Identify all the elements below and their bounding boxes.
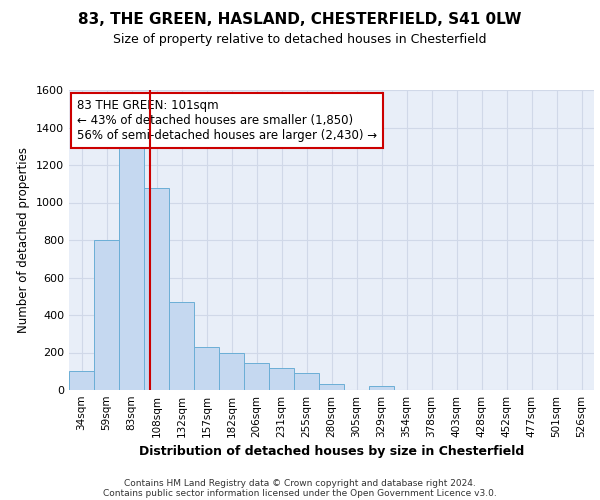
Bar	[244, 363, 269, 390]
Bar	[94, 240, 119, 390]
Text: Contains public sector information licensed under the Open Government Licence v3: Contains public sector information licen…	[103, 488, 497, 498]
Bar	[369, 386, 394, 390]
X-axis label: Distribution of detached houses by size in Chesterfield: Distribution of detached houses by size …	[139, 446, 524, 458]
Text: 83 THE GREEN: 101sqm
← 43% of detached houses are smaller (1,850)
56% of semi-de: 83 THE GREEN: 101sqm ← 43% of detached h…	[77, 99, 377, 142]
Bar	[169, 302, 194, 390]
Text: Size of property relative to detached houses in Chesterfield: Size of property relative to detached ho…	[113, 32, 487, 46]
Y-axis label: Number of detached properties: Number of detached properties	[17, 147, 31, 333]
Bar	[319, 384, 344, 390]
Bar	[119, 146, 144, 390]
Bar	[69, 371, 94, 390]
Bar	[144, 188, 169, 390]
Bar	[269, 368, 294, 390]
Bar	[219, 352, 244, 390]
Bar	[194, 347, 219, 390]
Text: Contains HM Land Registry data © Crown copyright and database right 2024.: Contains HM Land Registry data © Crown c…	[124, 478, 476, 488]
Text: 83, THE GREEN, HASLAND, CHESTERFIELD, S41 0LW: 83, THE GREEN, HASLAND, CHESTERFIELD, S4…	[78, 12, 522, 28]
Bar	[294, 373, 319, 390]
